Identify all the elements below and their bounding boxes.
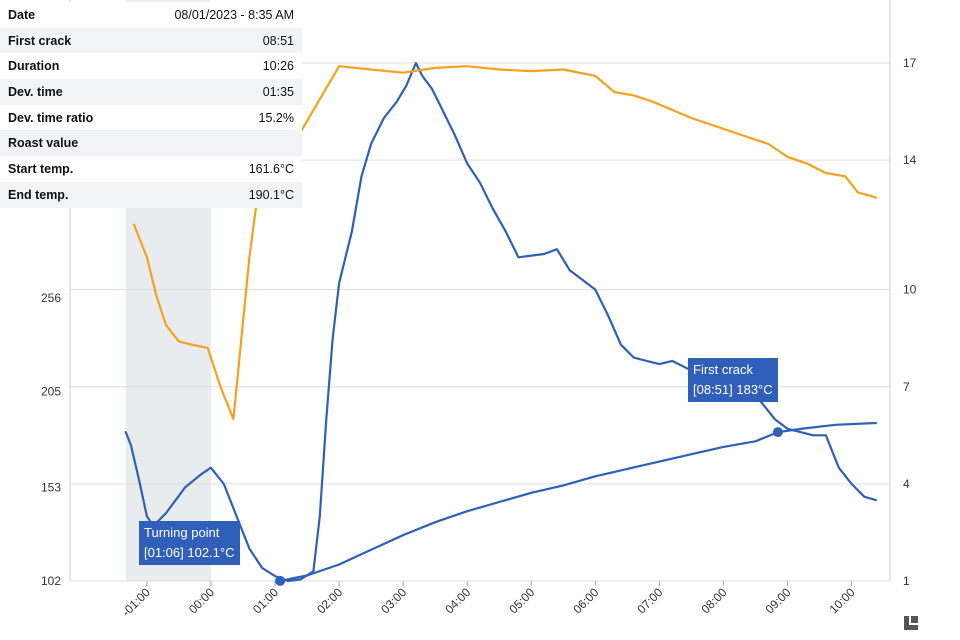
x-tick-label: 10:00: [827, 585, 858, 616]
x-tick-label: -01:00: [119, 585, 153, 619]
info-row: Roast value: [0, 130, 302, 157]
series-line-2: [133, 65, 877, 421]
info-row: Start temp. 161.6°C: [0, 156, 302, 182]
y-right-tick-label: 17: [903, 56, 917, 70]
brand-logo-icon: [904, 616, 918, 630]
info-label: First crack: [0, 27, 130, 54]
info-label: Dev. time: [0, 79, 130, 105]
info-label: Dev. time ratio: [0, 104, 130, 131]
x-tick-label: 06:00: [570, 585, 601, 616]
turning-point-annotation: Turning point [01:06] 102.1°C: [139, 521, 240, 565]
first-crack-annotation: First crack [08:51] 183°C: [688, 358, 778, 402]
series-line-0: [279, 421, 877, 582]
info-value: 08/01/2023 - 8:35 AM: [129, 2, 302, 28]
info-row: Date 08/01/2023 - 8:35 AM: [0, 2, 302, 28]
y-left-tick-label: 205: [41, 385, 61, 399]
y-right-tick-label: 7: [903, 380, 910, 394]
info-value: [129, 130, 302, 157]
x-tick-label: 01:00: [250, 585, 281, 616]
y-right-tick-label: 1: [903, 574, 910, 588]
info-value: 190.1°C: [129, 181, 302, 208]
y-right-tick-label: 14: [903, 153, 917, 167]
info-value: 01:35: [129, 79, 302, 105]
turning-point-detail: [01:06] 102.1°C: [144, 545, 235, 560]
first-crack-detail: [08:51] 183°C: [693, 382, 773, 397]
y-right-tick-label: 4: [903, 477, 910, 491]
info-row: First crack 08:51: [0, 27, 302, 54]
info-label: Start temp.: [0, 156, 130, 182]
info-value: 161.6°C: [129, 156, 302, 182]
info-label: End temp.: [0, 181, 130, 208]
y-left-tick-label: 153: [41, 480, 61, 494]
info-label: Roast value: [0, 130, 130, 157]
info-value: 10:26: [129, 53, 302, 80]
info-row: Dev. time 01:35: [0, 79, 302, 105]
info-row: End temp. 190.1°C: [0, 181, 302, 208]
x-tick-label: 04:00: [442, 585, 473, 616]
event-marker: [772, 427, 783, 438]
x-tick-label: 00:00: [186, 585, 217, 616]
x-tick-label: 02:00: [314, 585, 345, 616]
roast-info-table: Date 08/01/2023 - 8:35 AM First crack 08:51…: [0, 2, 302, 208]
turning-point-title: Turning point: [144, 525, 220, 540]
y-right-tick-label: 10: [903, 283, 917, 297]
grid-lines: [69, 0, 891, 582]
y-left-tick-label: 102: [41, 574, 61, 588]
x-tick-label: 09:00: [762, 585, 793, 616]
info-row: Dev. time ratio 15.2%: [0, 104, 302, 131]
info-label: Date: [0, 2, 130, 28]
info-row: Duration 10:26: [0, 53, 302, 80]
info-value: 08:51: [129, 27, 302, 54]
x-tick-label: 08:00: [698, 585, 729, 616]
first-crack-title: First crack: [693, 362, 753, 377]
markers: [275, 427, 783, 586]
x-tick-label: 07:00: [634, 585, 665, 616]
info-value: 15.2%: [129, 104, 302, 131]
y-left-tick-label: 256: [41, 291, 61, 305]
info-label: Duration: [0, 53, 130, 80]
x-tick-label: 03:00: [378, 585, 409, 616]
x-tick-label: 05:00: [506, 585, 537, 616]
event-marker: [275, 575, 286, 586]
